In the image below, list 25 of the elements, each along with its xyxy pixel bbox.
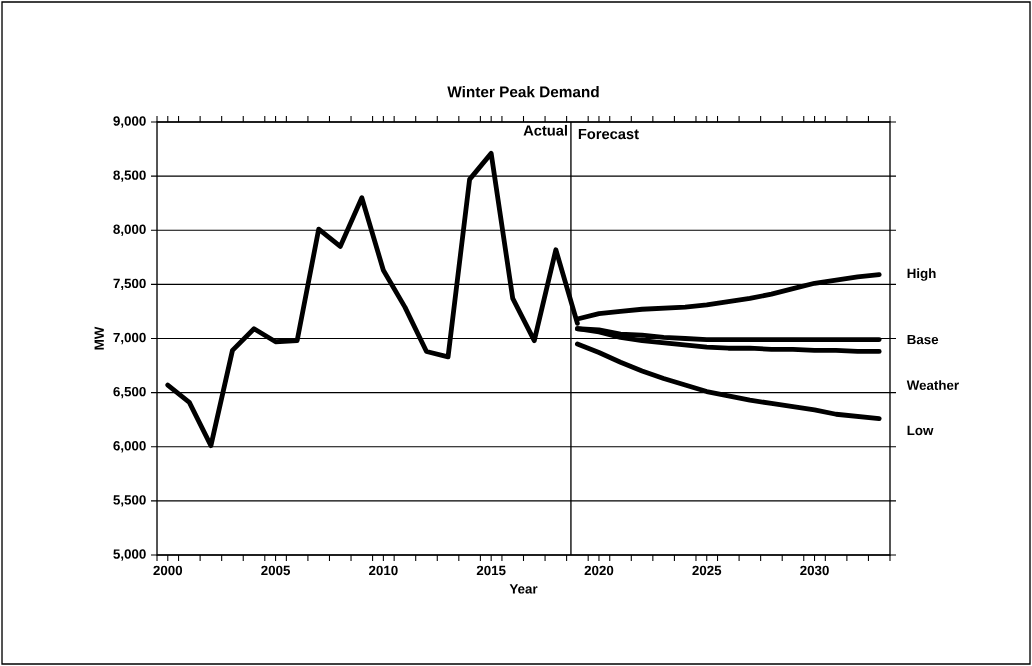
text: Low <box>907 425 934 436</box>
y-tick-label: 5,000 <box>113 549 146 561</box>
y-tick-label: 6,000 <box>113 441 146 453</box>
x-tick-label: 2000 <box>153 565 183 576</box>
y-tick-label: 7,000 <box>113 332 146 345</box>
x-tick-label: 2020 <box>584 565 614 576</box>
x-tick-label: 2030 <box>800 565 829 576</box>
annotation: Forecast <box>578 128 639 140</box>
y-tick-label: 8,500 <box>113 170 146 182</box>
y-tick-label: 8,000 <box>113 224 146 236</box>
y-tick-label: 7,500 <box>113 278 146 291</box>
text: High <box>907 268 936 281</box>
y-axis-title: MW <box>94 326 104 350</box>
y-tick-label: 5,500 <box>113 495 146 507</box>
x-axis-title: Year <box>509 584 538 594</box>
x-tick-label: 2005 <box>261 565 291 576</box>
y-tick-label: 6,500 <box>113 386 146 399</box>
legend-label: Weather <box>906 380 959 390</box>
legend-label: Base <box>907 334 939 345</box>
y-tick-label: 9,000 <box>113 116 146 128</box>
chart-title: Winter Peak Demand <box>447 86 599 98</box>
x-tick-label: 2015 <box>476 565 506 576</box>
annotation: Actual <box>523 124 567 136</box>
x-tick-label: 2025 <box>692 565 722 576</box>
x-tick-label: 2010 <box>369 565 398 576</box>
